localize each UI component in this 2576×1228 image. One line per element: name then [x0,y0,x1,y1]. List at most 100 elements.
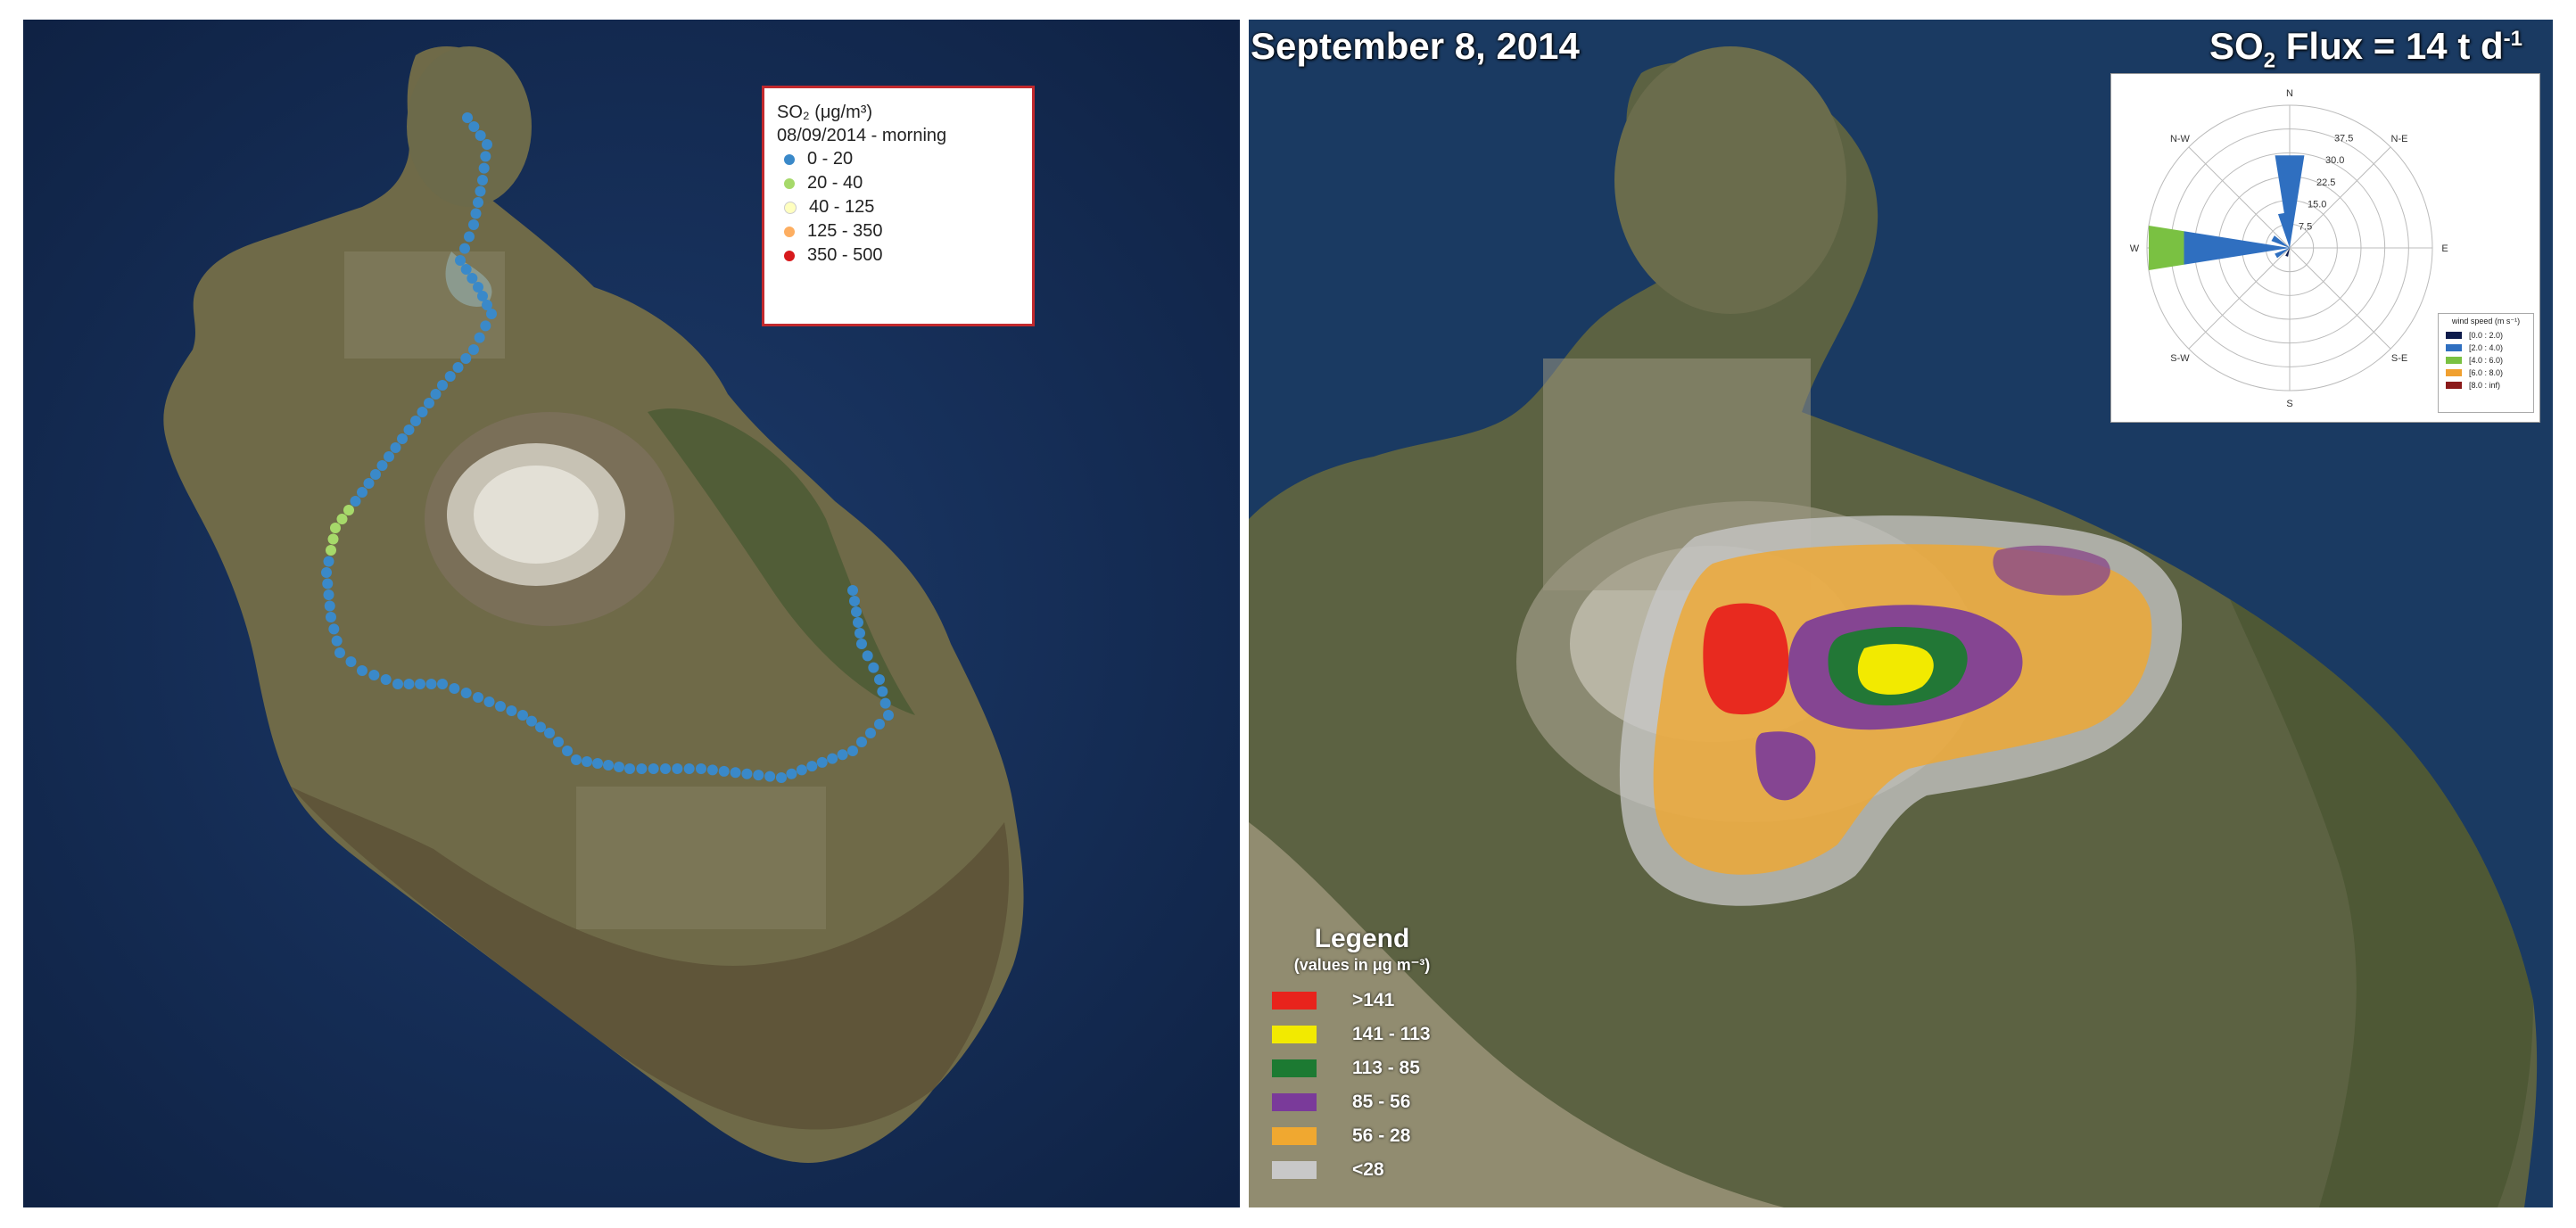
legend-swatch [784,250,795,261]
survey-point [462,112,473,123]
rose-grid-spoke [2289,146,2391,249]
plume-legend-subtitle: (values in μg m⁻³) [1293,956,1431,974]
survey-point [786,768,797,779]
survey-point [430,389,442,400]
flux-superscript: -1 [2503,27,2522,51]
rose-grid-spoke [2289,247,2391,350]
survey-point [437,380,448,391]
so2-plume-isopleths [1619,515,2183,906]
survey-point [544,728,555,738]
rose-bar-wsw-2-4 [2275,248,2290,259]
survey-point [571,754,582,765]
survey-point [517,710,528,721]
survey-point [856,737,867,747]
survey-point [660,763,671,774]
survey-point [853,617,863,628]
survey-point [473,197,483,208]
wind-rose: N N-E E S-E S S-W W N-W 7.5 15.0 22.5 30.0 37.5 win… [2110,73,2540,423]
survey-point [323,589,334,600]
survey-point [460,353,472,364]
survey-point [683,763,695,774]
rose-direction-label: N-E [2391,134,2408,144]
wind-class-3: [6.0 : 8.0) [2440,367,2531,379]
survey-point [390,442,401,453]
rose-direction-label: E [2441,243,2448,254]
survey-point [455,255,466,266]
plume-swatch [1272,1026,1317,1043]
rose-grid-spoke [2188,146,2291,249]
plume-swatch [1272,992,1317,1010]
plume-class-lt28: <28 [1259,1153,1509,1187]
survey-point [851,606,862,617]
plume-swatch [1272,1161,1317,1179]
wind-class-label: [8.0 : inf) [2469,381,2501,390]
survey-point [480,320,491,332]
legend-swatch [784,153,795,165]
wind-class-label: [4.0 : 6.0) [2469,356,2504,365]
survey-point [415,679,425,689]
survey-point [706,764,718,776]
survey-point [592,758,603,769]
wind-class-label: [6.0 : 8.0) [2469,368,2504,377]
survey-point [480,151,491,162]
survey-point [806,761,818,772]
wind-class-label: [2.0 : 4.0) [2469,343,2504,352]
survey-point [444,371,456,382]
survey-point [482,300,492,310]
survey-point [475,130,486,141]
date-title: September 8, 2014 [1251,25,1580,67]
survey-point [350,496,361,507]
plume-legend: Legend (values in μg m⁻³) >141 141 - 113… [1259,924,1509,1207]
plume-class-85-56: 85 - 56 [1259,1085,1509,1119]
survey-point [370,469,381,480]
isopleth-141-113 [1857,644,1934,695]
survey-point [486,309,497,319]
survey-point [336,514,348,524]
survey-point [477,175,488,185]
survey-point [460,264,472,275]
survey-point [526,715,537,727]
survey-point [624,763,635,774]
survey-point [328,623,340,635]
survey-point [849,596,860,606]
rose-bar-north-2-4 [2275,155,2305,248]
survey-point [424,398,434,408]
survey-point [582,756,592,767]
survey-point [856,639,867,649]
survey-point [603,760,614,771]
survey-point [482,139,492,150]
plume-class-label: 85 - 56 [1352,1092,1411,1112]
survey-point [672,763,683,774]
rose-direction-label: S-W [2170,353,2190,364]
legend-class-20-40: 20 - 40 [777,171,1020,195]
legend-subtitle: 08/09/2014 - morning [777,126,947,145]
legend-class-125-350: 125 - 350 [777,219,1020,243]
survey-point [827,753,838,764]
survey-point [483,696,495,707]
survey-point [357,487,367,498]
survey-point [425,679,437,689]
wind-class-1: [2.0 : 4.0) [2440,342,2531,354]
survey-point [376,460,388,471]
survey-point [452,362,464,373]
survey-point [495,701,506,712]
survey-point [868,662,879,673]
legend-label: 20 - 40 [807,173,863,193]
wind-rose-plot: N N-E E S-E S S-W W N-W 7.5 15.0 22.5 30.0 37.5 [2130,88,2448,409]
so2-flux-title: SO2 Flux = 14 t d-1 [2209,25,2522,73]
survey-point [397,433,408,444]
survey-point [345,656,357,667]
survey-point [477,291,488,301]
survey-point [473,282,483,293]
survey-point [865,728,876,738]
plume-class-label: 141 - 113 [1352,1024,1431,1044]
survey-point [330,523,341,533]
legend-swatch [784,226,795,237]
rose-direction-label: N [2286,88,2293,99]
rose-radial-tick: 30.0 [2325,155,2344,166]
rose-grid-spoke [2188,247,2291,350]
so2-concentration-legend: SO₂ (μg/m³) 08/09/2014 - morning 0 - 20 … [762,86,1035,326]
rose-radial-tick: 37.5 [2334,133,2353,144]
survey-point [468,344,479,355]
survey-point [468,121,480,132]
